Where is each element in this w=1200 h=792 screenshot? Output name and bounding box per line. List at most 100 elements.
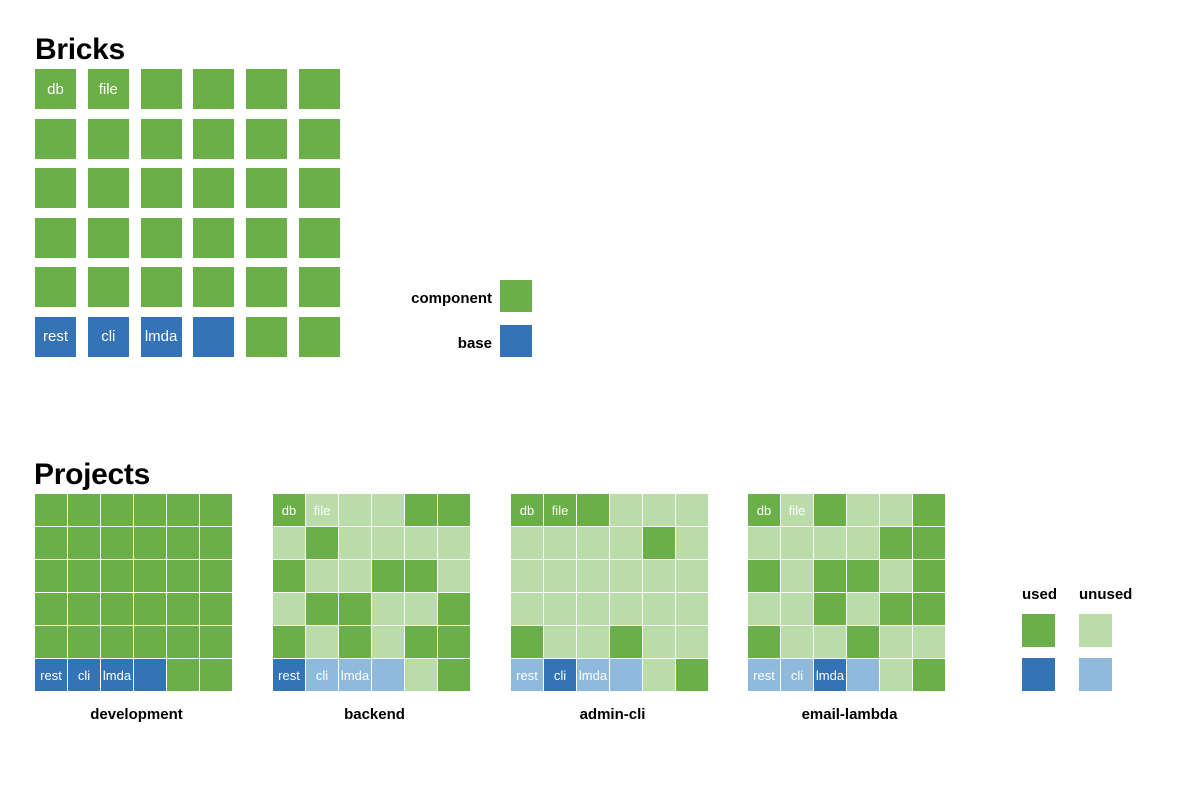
project-cell (880, 659, 912, 691)
project-cell (101, 626, 133, 658)
project-cell (913, 593, 945, 625)
project-cell (511, 560, 543, 592)
component-brick (193, 168, 234, 208)
cell-lmda: lmda (339, 659, 371, 691)
project-cell (781, 560, 813, 592)
cell-db: db (748, 494, 780, 526)
project-cell (405, 560, 437, 592)
project-cell (676, 560, 708, 592)
project-backend: db file rest cli lmda backend (273, 494, 470, 691)
project-name: backend (273, 706, 476, 723)
legend-component-label: component (411, 291, 492, 306)
cell-rest: rest (748, 659, 780, 691)
project-cell (643, 527, 675, 559)
component-brick (299, 69, 340, 109)
component-brick (246, 218, 287, 258)
component-brick (246, 317, 287, 357)
project-cell (438, 560, 470, 592)
project-cell (880, 626, 912, 658)
project-cell (167, 659, 199, 691)
project-cell (913, 494, 945, 526)
project-cell (167, 494, 199, 526)
key-component-unused-swatch (1079, 614, 1112, 647)
key-component-used-swatch (1022, 614, 1055, 647)
project-cell (544, 527, 576, 559)
project-cell (511, 626, 543, 658)
project-cell (913, 659, 945, 691)
cell-file: file (781, 494, 813, 526)
project-cell (847, 494, 879, 526)
project-cell (273, 527, 305, 559)
component-brick (246, 267, 287, 307)
project-cell (781, 593, 813, 625)
project-cell (676, 659, 708, 691)
project-cell (134, 626, 166, 658)
project-name: email-lambda (748, 706, 951, 723)
project-cell (511, 593, 543, 625)
cell-cli: cli (544, 659, 576, 691)
component-brick (193, 218, 234, 258)
component-brick (88, 267, 129, 307)
project-grid: db file rest cli lmda (273, 494, 470, 691)
component-brick (88, 218, 129, 258)
cell-cli: cli (781, 659, 813, 691)
project-grid: db file rest cli lmda (511, 494, 708, 691)
project-cell (814, 527, 846, 559)
project-cell (167, 527, 199, 559)
project-cell (101, 560, 133, 592)
component-brick (88, 119, 129, 159)
project-cell (405, 494, 437, 526)
project-cell (577, 494, 609, 526)
cell-rest: rest (511, 659, 543, 691)
component-brick (88, 168, 129, 208)
project-cell (610, 560, 642, 592)
component-brick (141, 267, 182, 307)
project-cell (544, 626, 576, 658)
project-cell (643, 626, 675, 658)
project-grid: rest cli lmda (35, 494, 232, 691)
cell-db: db (273, 494, 305, 526)
brick-lmda: lmda (141, 317, 182, 357)
cell-lmda: lmda (101, 659, 133, 691)
project-cell (405, 659, 437, 691)
project-cell (438, 527, 470, 559)
project-cell (610, 494, 642, 526)
project-cell (781, 527, 813, 559)
project-name: development (35, 706, 238, 723)
project-cell (577, 593, 609, 625)
component-brick (141, 168, 182, 208)
project-cell (880, 593, 912, 625)
project-cell (200, 527, 232, 559)
project-cell (610, 593, 642, 625)
project-cell (781, 626, 813, 658)
project-cell (748, 560, 780, 592)
project-admin-cli: db file rest cli lmda admin-cli (511, 494, 708, 691)
project-cell (748, 527, 780, 559)
component-brick (141, 119, 182, 159)
project-cell (200, 593, 232, 625)
cell-lmda: lmda (814, 659, 846, 691)
project-cell (748, 626, 780, 658)
component-brick (193, 69, 234, 109)
project-cell (68, 593, 100, 625)
project-cell (101, 593, 133, 625)
project-cell (880, 527, 912, 559)
project-cell (372, 626, 404, 658)
project-cell (438, 494, 470, 526)
bricks-title: Bricks (35, 35, 125, 65)
cell-file: file (306, 494, 338, 526)
project-cell (134, 593, 166, 625)
legend-base-label: base (458, 336, 492, 351)
project-cell (273, 593, 305, 625)
project-cell (511, 527, 543, 559)
component-brick (299, 218, 340, 258)
key-unused-heading: unused (1079, 586, 1132, 603)
cell-file: file (544, 494, 576, 526)
project-cell (847, 593, 879, 625)
project-cell (134, 494, 166, 526)
component-brick (35, 218, 76, 258)
project-cell (544, 593, 576, 625)
project-cell (134, 560, 166, 592)
project-cell (643, 560, 675, 592)
project-cell (372, 527, 404, 559)
